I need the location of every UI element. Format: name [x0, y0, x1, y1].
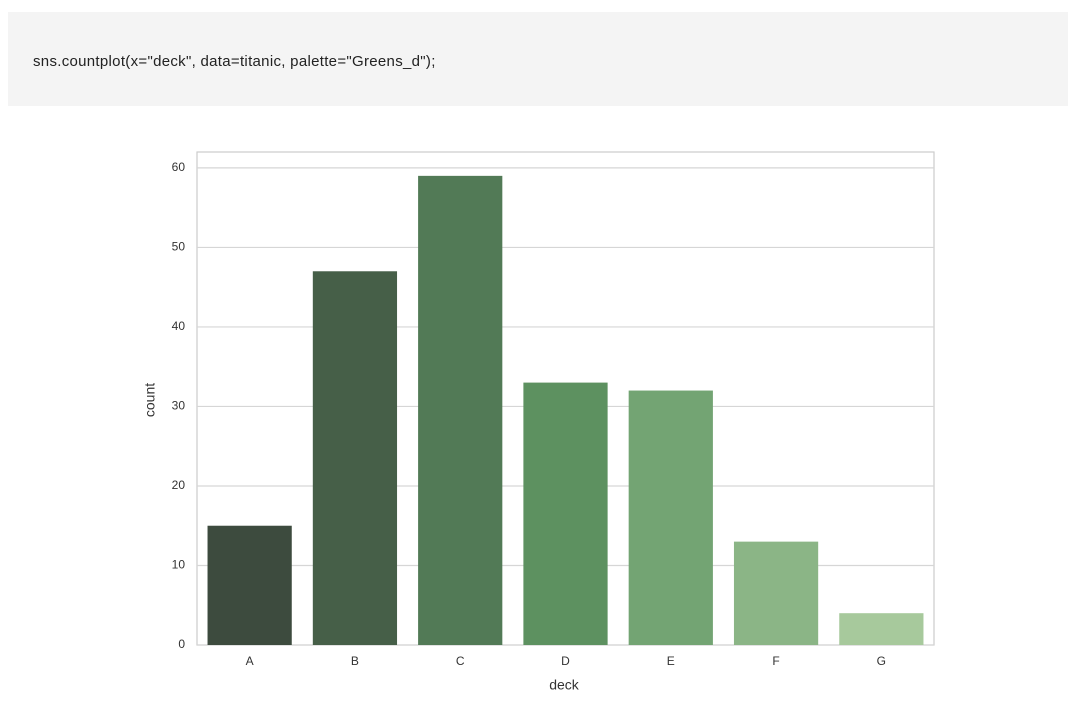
y-tick-label: 20 — [172, 478, 186, 492]
y-tick-label: 30 — [172, 399, 186, 413]
y-tick-label: 60 — [172, 160, 186, 174]
bar — [312, 271, 398, 645]
x-tick-label: E — [667, 654, 675, 668]
x-axis-label: deck — [549, 677, 580, 693]
bar — [207, 525, 292, 645]
x-tick-label: F — [772, 654, 779, 668]
x-tick-label: C — [456, 654, 465, 668]
x-tick-label: B — [351, 654, 359, 668]
y-tick-label: 50 — [172, 240, 186, 254]
bar — [418, 175, 503, 645]
bar — [628, 390, 713, 645]
x-tick-label: G — [877, 654, 886, 668]
code-text: sns.countplot(x="deck", data=titanic, pa… — [33, 53, 436, 70]
bar — [733, 541, 819, 645]
bar — [839, 613, 924, 645]
code-cell: sns.countplot(x="deck", data=titanic, pa… — [8, 12, 1068, 106]
bar — [523, 382, 608, 645]
y-axis-label: count — [142, 383, 158, 417]
x-tick-label: A — [246, 654, 254, 668]
y-tick-label: 40 — [172, 319, 186, 333]
y-tick-label: 10 — [172, 558, 186, 572]
y-tick-label: 0 — [178, 637, 185, 651]
x-tick-label: D — [561, 654, 570, 668]
